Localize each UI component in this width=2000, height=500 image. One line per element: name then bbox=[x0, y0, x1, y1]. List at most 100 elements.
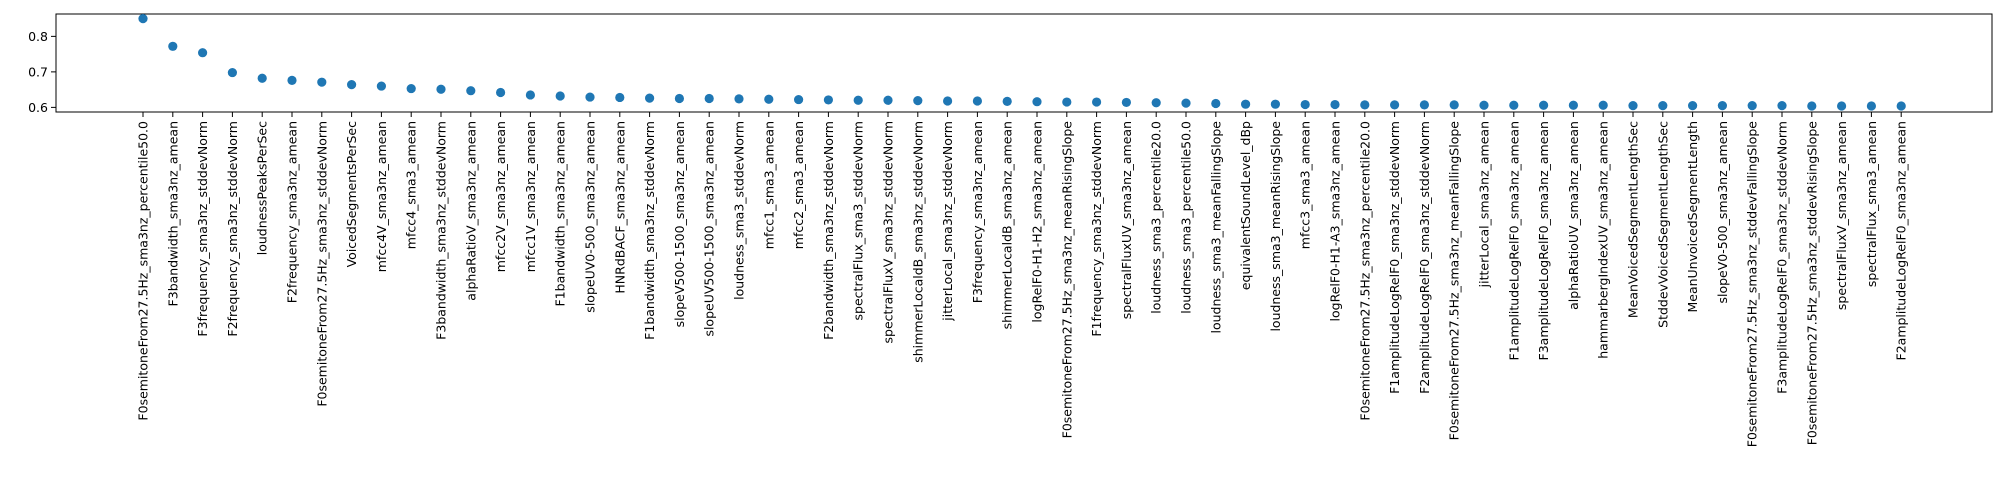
x-tick-label: equivalentSoundLevel_dBp bbox=[1238, 121, 1253, 290]
x-tick-label: slopeUV0-500_sma3nz_amean bbox=[583, 121, 598, 313]
x-tick-label: mfcc1_sma3_amean bbox=[761, 121, 776, 249]
data-point bbox=[1717, 101, 1727, 111]
x-tick-label: VoicedSegmentsPerSec bbox=[344, 121, 359, 268]
data-point bbox=[1598, 100, 1608, 110]
data-point bbox=[1330, 99, 1340, 110]
data-point bbox=[406, 83, 416, 94]
x-tick-label: F0semitoneFrom27.5Hz_sma3nz_meanRisingSl… bbox=[1059, 121, 1074, 439]
x-tick-label: slopeUV500-1500_sma3nz_amean bbox=[702, 121, 717, 337]
data-point bbox=[1896, 101, 1906, 111]
x-tick-label: spectralFluxV_sma3nz_amean bbox=[1834, 121, 1849, 310]
data-point bbox=[555, 91, 565, 101]
x-tick-label: shimmerLocaldB_sma3nz_amean bbox=[1000, 121, 1015, 329]
data-point bbox=[496, 87, 506, 98]
data-point bbox=[198, 48, 208, 58]
data-point bbox=[615, 92, 625, 103]
data-point bbox=[1002, 96, 1012, 106]
x-tick-label: alphaRatioV_sma3nz_amean bbox=[463, 121, 478, 301]
data-point bbox=[1807, 101, 1817, 111]
data-point bbox=[704, 93, 714, 104]
data-point bbox=[1688, 101, 1698, 111]
x-tick-label: spectralFlux_sma3_stddevNorm bbox=[851, 121, 866, 320]
data-point bbox=[734, 94, 744, 104]
y-tick-label: 0.8 bbox=[28, 29, 48, 44]
data-point bbox=[1866, 101, 1876, 111]
x-tick-label: StddevVoicedSegmentLengthSec bbox=[1655, 121, 1670, 328]
data-point bbox=[1241, 99, 1251, 109]
data-point bbox=[1121, 97, 1131, 108]
x-tick-label: F2frequency_sma3nz_stddevNorm bbox=[225, 121, 240, 337]
x-tick-label: shimmerLocaldB_sma3nz_stddevNorm bbox=[910, 121, 925, 363]
x-tick-label: slopeV0-500_sma3nz_amean bbox=[1715, 121, 1730, 304]
data-point bbox=[525, 90, 536, 100]
y-tick-label: 0.7 bbox=[28, 64, 48, 79]
x-tick-label: mfcc4_sma3_amean bbox=[404, 121, 419, 249]
x-tick-label: mfcc1V_sma3nz_amean bbox=[523, 121, 538, 272]
data-point bbox=[1837, 101, 1847, 111]
x-tick-label: F3amplitudeLogRelF0_sma3nz_stddevNorm bbox=[1775, 121, 1790, 394]
x-tick-label: F3bandwidth_sma3nz_stddevNorm bbox=[434, 121, 449, 340]
data-point bbox=[1092, 97, 1102, 107]
data-point bbox=[1270, 99, 1280, 109]
data-point bbox=[1419, 100, 1429, 110]
data-point bbox=[823, 95, 834, 105]
x-tick-label: F0semitoneFrom27.5Hz_sma3nz_stddevNorm bbox=[314, 121, 329, 407]
data-point bbox=[1449, 100, 1459, 110]
data-point bbox=[168, 41, 178, 51]
data-point bbox=[1628, 101, 1638, 111]
x-tick-label: alphaRatioUV_sma3nz_amean bbox=[1566, 121, 1581, 310]
x-tick-label: loudness_sma3_percentile20.0 bbox=[1149, 121, 1164, 314]
x-tick-label: slopeV500-1500_sma3nz_amean bbox=[672, 121, 687, 327]
x-tick-label: spectralFlux_sma3_amean bbox=[1864, 121, 1879, 287]
x-tick-label: F1bandwidth_sma3nz_stddevNorm bbox=[642, 121, 657, 340]
y-axis: 0.6 0.7 0.8 bbox=[28, 29, 56, 115]
x-tick-label: loudnessPeaksPerSec bbox=[255, 121, 270, 255]
x-axis: F0semitoneFrom27.5Hz_sma3nz_percentile50… bbox=[136, 112, 1909, 447]
x-tick-label: F0semitoneFrom27.5Hz_sma3nz_percentile20… bbox=[1357, 121, 1372, 421]
plot-frame bbox=[55, 13, 1993, 113]
data-point bbox=[1360, 100, 1370, 110]
axes: 0.6 0.7 0.8 F0semitoneFrom27.5Hz_sma3nz_pe… bbox=[28, 13, 1993, 447]
data-point bbox=[1658, 101, 1668, 111]
x-tick-label: F1amplitudeLogRelF0_sma3nz_amean bbox=[1506, 121, 1521, 360]
data-point bbox=[1509, 100, 1519, 110]
x-tick-label: loudness_sma3_meanFallingSlope bbox=[1208, 121, 1223, 334]
x-tick-label: MeanVoicedSegmentLengthSec bbox=[1626, 121, 1641, 318]
x-tick-label: mfcc2_sma3_amean bbox=[791, 121, 806, 249]
data-point bbox=[227, 67, 237, 78]
x-tick-label: F2amplitudeLogRelF0_sma3nz_amean bbox=[1894, 121, 1909, 360]
data-point bbox=[257, 73, 267, 83]
x-tick-label: loudness_sma3_stddevNorm bbox=[732, 121, 747, 300]
data-point bbox=[1479, 100, 1489, 110]
x-tick-label: F2bandwidth_sma3nz_stddevNorm bbox=[821, 121, 836, 340]
data-point bbox=[287, 75, 297, 85]
data-point bbox=[1747, 101, 1757, 111]
data-point bbox=[943, 96, 953, 106]
x-tick-label: loudness_sma3_percentile50.0 bbox=[1179, 121, 1194, 314]
x-tick-label: F0semitoneFrom27.5Hz_sma3nz_meanFallingS… bbox=[1447, 121, 1462, 441]
data-point bbox=[1151, 98, 1161, 108]
x-tick-label: spectralFluxUV_sma3nz_amean bbox=[1119, 121, 1134, 319]
data-point bbox=[1062, 97, 1072, 107]
data-point bbox=[674, 93, 685, 104]
x-tick-label: F0semitoneFrom27.5Hz_sma3nz_stddevFallin… bbox=[1745, 121, 1760, 448]
x-tick-label: F3frequency_sma3nz_amean bbox=[970, 121, 985, 303]
data-point bbox=[764, 94, 774, 104]
x-tick-label: F1amplitudeLogRelF0_sma3nz_stddevNorm bbox=[1387, 121, 1402, 394]
data-point bbox=[1539, 100, 1549, 110]
x-tick-label: mfcc4V_sma3nz_amean bbox=[374, 121, 389, 272]
x-tick-label: MeanUnvoicedSegmentLength bbox=[1685, 121, 1700, 313]
data-point bbox=[913, 96, 923, 106]
data-point bbox=[1032, 97, 1042, 107]
x-tick-label: F1bandwidth_sma3nz_amean bbox=[553, 121, 568, 306]
data-point bbox=[853, 95, 863, 105]
data-point bbox=[466, 86, 476, 96]
data-point bbox=[1300, 99, 1310, 110]
x-tick-label: F0semitoneFrom27.5Hz_sma3nz_stddevRising… bbox=[1804, 121, 1819, 446]
data-points bbox=[138, 14, 1906, 111]
x-tick-label: F3bandwidth_sma3nz_amean bbox=[165, 121, 180, 306]
x-tick-label: mfcc2V_sma3nz_amean bbox=[493, 121, 508, 272]
data-point bbox=[794, 94, 804, 105]
data-point bbox=[585, 92, 595, 102]
data-point bbox=[1211, 98, 1221, 109]
